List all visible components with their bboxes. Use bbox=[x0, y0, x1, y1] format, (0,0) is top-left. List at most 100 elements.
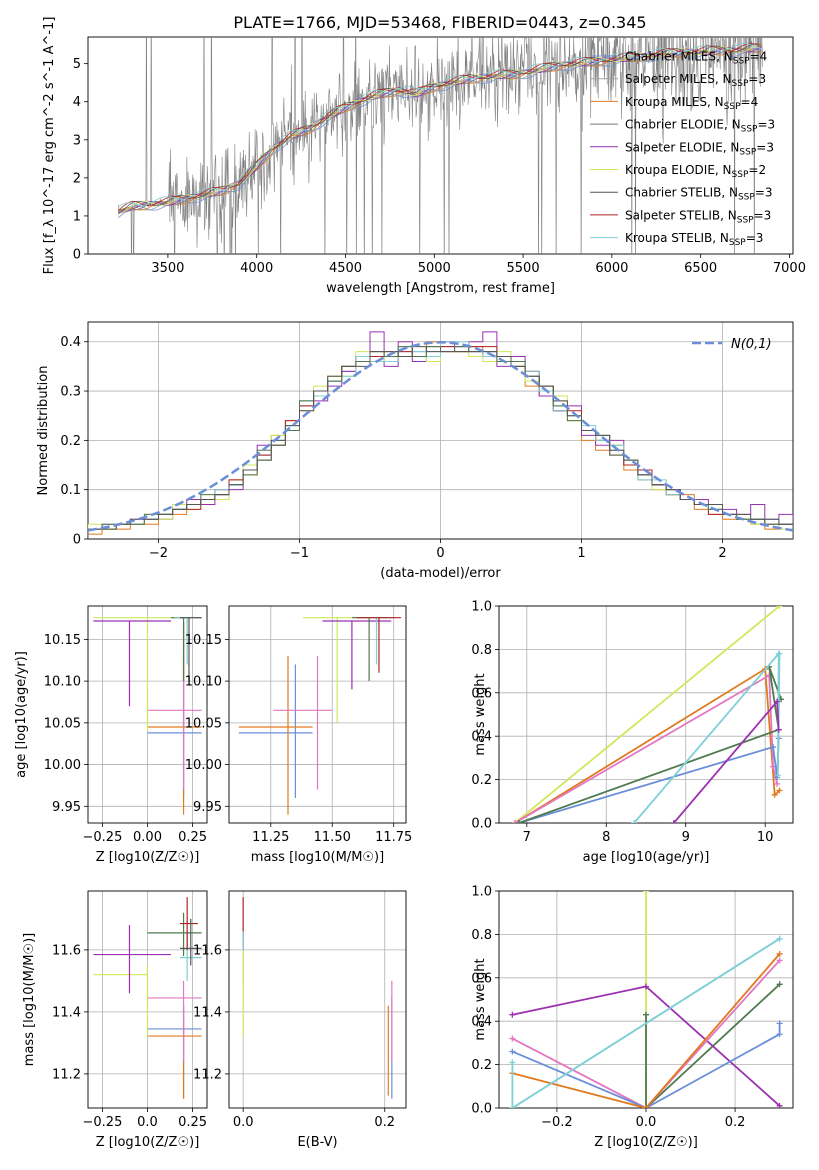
legend-label: N(0,1) bbox=[731, 337, 772, 352]
x-axis-label: Z [log10(Z/Z☉)] bbox=[96, 850, 200, 865]
legend-subscript: SSP bbox=[732, 79, 749, 89]
x-tick-label: 7 bbox=[523, 830, 531, 845]
weight-marker bbox=[511, 820, 518, 823]
y-tick-label: 10.10 bbox=[185, 675, 222, 690]
y-tick-label: 0.2 bbox=[471, 1058, 492, 1073]
x-tick-label: 4000 bbox=[240, 261, 273, 276]
y-tick-label: 0.2 bbox=[471, 773, 492, 788]
weight-line bbox=[518, 738, 780, 823]
y-tick-label: 11.2 bbox=[52, 1067, 81, 1082]
weight-marker bbox=[774, 772, 781, 779]
x-tick-label: 1 bbox=[577, 546, 585, 561]
weight-marker bbox=[631, 820, 638, 823]
legend-value: =3 bbox=[748, 72, 766, 86]
weight-marker bbox=[509, 1011, 516, 1018]
weight-marker bbox=[643, 1105, 649, 1108]
legend-label: Chabrier STELIB, NSSP=3 bbox=[625, 186, 773, 203]
legend-subscript: SSP bbox=[741, 125, 758, 135]
legend-label: Chabrier ELODIE, NSSP=3 bbox=[625, 118, 775, 135]
y-tick-label: 0.1 bbox=[60, 483, 81, 498]
mass-vs-metallicity-panel: −0.25 0.0 0.25 11.2 11.4 11.6 Z [log10(Z/Z☉)] m… bbox=[22, 890, 208, 1150]
weight-line bbox=[518, 666, 782, 823]
weight-marker bbox=[509, 1035, 516, 1042]
y-tick-label: 1.0 bbox=[471, 600, 492, 615]
weight-marker bbox=[776, 1020, 783, 1027]
y-tick-label: 10.10 bbox=[44, 675, 81, 690]
y-tick-label: 10.05 bbox=[44, 716, 81, 731]
axes-frame bbox=[87, 321, 794, 540]
weight-marker bbox=[770, 744, 777, 751]
weight-marker bbox=[670, 820, 677, 823]
x-tick-label: 11.75 bbox=[375, 830, 412, 845]
legend-label: Salpeter MILES, NSSP=3 bbox=[625, 72, 766, 89]
x-tick-label: −1 bbox=[290, 546, 309, 561]
spectrum-panel: 3500 4000 4500 5000 5500 6000 6500 7000 0 1 2 3 4 5 wa… bbox=[42, 17, 806, 296]
residual-histogram-panel: −2 −1 0 1 2 0 0.1 0.2 0.3 0.4 (data-model)/error No… bbox=[36, 321, 794, 581]
weight-marker bbox=[509, 1059, 516, 1066]
legend-value: =3 bbox=[757, 118, 775, 132]
y-axis-label: mass weight bbox=[473, 673, 488, 755]
figure-title: PLATE=1766, MJD=53468, FIBERID=0443, z=0… bbox=[233, 13, 646, 32]
x-tick-label: 0.0 bbox=[137, 1115, 158, 1130]
legend-subscript: SSP bbox=[737, 215, 754, 225]
model-line bbox=[117, 43, 762, 214]
x-tick-label: 4500 bbox=[329, 261, 362, 276]
weight-marker bbox=[509, 1048, 516, 1055]
x-tick-label: 8 bbox=[602, 830, 610, 845]
y-axis-label: Normed distribution bbox=[36, 366, 51, 496]
legend-subscript: SSP bbox=[724, 102, 741, 112]
x-tick-label: 7000 bbox=[773, 261, 806, 276]
plot-area bbox=[117, 37, 764, 254]
weight-line bbox=[511, 959, 781, 1108]
weight-line bbox=[512, 1023, 781, 1108]
weight-vs-age-panel: 7 8 9 10 0.0 0.2 0.4 0.6 0.8 1.0 age [log10(age/yr… bbox=[471, 600, 794, 865]
weight-marker bbox=[776, 981, 783, 988]
legend-value: =4 bbox=[741, 95, 759, 109]
y-tick-label: 11.6 bbox=[193, 943, 222, 958]
weight-marker bbox=[643, 1011, 649, 1018]
weight-line bbox=[514, 673, 778, 823]
y-tick-label: 0 bbox=[73, 248, 81, 263]
x-tick-label: 5000 bbox=[418, 261, 451, 276]
y-tick-label: 11.6 bbox=[52, 943, 81, 958]
legend-label: Kroupa MILES, NSSP=4 bbox=[625, 95, 758, 112]
x-tick-label: 2 bbox=[718, 546, 726, 561]
legend-value: =4 bbox=[750, 50, 768, 64]
weight-line bbox=[514, 606, 781, 823]
weight-vs-metallicity-panel: −0.2 0.0 0.2 0.0 0.2 0.4 0.6 0.8 1.0 Z [log10(Z/Z… bbox=[471, 885, 794, 1150]
legend-label: Salpeter ELODIE, NSSP=3 bbox=[625, 140, 774, 157]
y-tick-label: 10.00 bbox=[185, 758, 222, 773]
weight-marker bbox=[771, 791, 778, 798]
gaussian-curve bbox=[88, 340, 793, 532]
y-tick-label: 10.00 bbox=[44, 758, 81, 773]
weight-marker bbox=[774, 780, 781, 787]
plot-area bbox=[93, 897, 202, 1099]
y-tick-label: 0.0 bbox=[471, 1102, 492, 1117]
y-tick-label: 9.95 bbox=[193, 800, 222, 815]
plot-area bbox=[88, 331, 793, 539]
plot-area bbox=[511, 606, 785, 823]
model-line bbox=[117, 43, 762, 208]
y-tick-label: 0.4 bbox=[471, 730, 492, 745]
y-tick-label: 4 bbox=[73, 95, 81, 110]
legend-value: =3 bbox=[754, 208, 772, 222]
y-tick-label: 10.05 bbox=[185, 716, 222, 731]
weight-marker bbox=[776, 950, 783, 957]
x-tick-label: 0.2 bbox=[374, 1115, 395, 1130]
x-tick-label: −2 bbox=[149, 546, 168, 561]
axes-frame bbox=[228, 605, 407, 824]
y-tick-label: 10.15 bbox=[44, 633, 81, 648]
plot-area bbox=[509, 891, 783, 1108]
weight-marker bbox=[776, 935, 783, 942]
x-tick-label: 10 bbox=[757, 830, 774, 845]
weight-marker bbox=[509, 1105, 516, 1108]
y-tick-label: 1.0 bbox=[471, 885, 492, 900]
x-axis-label: Z [log10(Z/Z☉)] bbox=[594, 1135, 698, 1150]
y-tick-label: 0.8 bbox=[471, 643, 492, 658]
age-vs-metallicity-panel: −0.25 0.00 0.25 9.95 10.00 10.05 10.10 10.15 Z [… bbox=[14, 605, 208, 865]
x-axis-label: wavelength [Angstrom, rest frame] bbox=[326, 281, 555, 296]
y-tick-label: 3 bbox=[73, 133, 81, 148]
plot-area bbox=[93, 617, 202, 815]
y-tick-label: 11.4 bbox=[193, 1005, 222, 1020]
